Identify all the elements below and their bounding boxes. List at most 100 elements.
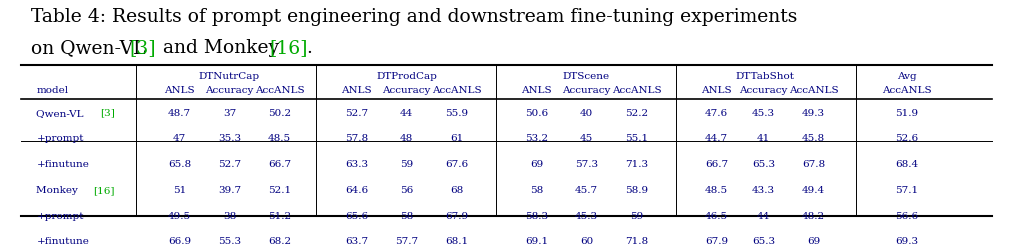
Text: ANLS: ANLS <box>701 86 732 95</box>
Text: 55.1: 55.1 <box>625 135 648 143</box>
Text: 45: 45 <box>580 135 593 143</box>
Text: 58.3: 58.3 <box>525 211 548 220</box>
Text: 68: 68 <box>449 186 463 195</box>
Text: and Monkey: and Monkey <box>158 39 286 57</box>
Text: 67.9: 67.9 <box>444 211 468 220</box>
Text: 61: 61 <box>449 135 463 143</box>
Text: DTScene: DTScene <box>563 72 610 81</box>
Text: AccANLS: AccANLS <box>255 86 304 95</box>
Text: 67.6: 67.6 <box>444 160 468 169</box>
Text: AccANLS: AccANLS <box>431 86 481 95</box>
Text: 69.1: 69.1 <box>525 237 548 245</box>
Text: ANLS: ANLS <box>341 86 372 95</box>
Text: 47: 47 <box>173 135 186 143</box>
Text: model: model <box>36 86 69 95</box>
Text: 44: 44 <box>756 211 770 220</box>
Text: 53.2: 53.2 <box>525 135 548 143</box>
Text: 45.3: 45.3 <box>751 109 775 118</box>
Text: Accuracy: Accuracy <box>563 86 611 95</box>
Text: 65.8: 65.8 <box>168 160 191 169</box>
Text: 52.7: 52.7 <box>218 160 241 169</box>
Text: 57.8: 57.8 <box>344 135 368 143</box>
Text: 40: 40 <box>580 109 593 118</box>
Text: 63.3: 63.3 <box>344 160 368 169</box>
Text: 60: 60 <box>580 237 593 245</box>
Text: Avg: Avg <box>897 72 916 81</box>
Text: 52.2: 52.2 <box>625 109 648 118</box>
Text: 59: 59 <box>630 211 643 220</box>
Text: DTNutrCap: DTNutrCap <box>199 72 260 81</box>
Text: 65.3: 65.3 <box>751 237 775 245</box>
Text: 57.7: 57.7 <box>395 237 418 245</box>
Text: AccANLS: AccANLS <box>882 86 931 95</box>
Text: 56: 56 <box>400 186 413 195</box>
Text: Table 4: Results of prompt engineering and downstream fine-tuning experiments: Table 4: Results of prompt engineering a… <box>31 8 798 26</box>
Text: 44.7: 44.7 <box>705 135 728 143</box>
Text: 48.7: 48.7 <box>168 109 191 118</box>
Text: ANLS: ANLS <box>164 86 195 95</box>
Text: 49.4: 49.4 <box>802 186 825 195</box>
Text: 56.6: 56.6 <box>895 211 918 220</box>
Text: 43.3: 43.3 <box>751 186 775 195</box>
Text: 39.7: 39.7 <box>218 186 241 195</box>
Text: Accuracy: Accuracy <box>205 86 254 95</box>
Text: 44: 44 <box>400 109 413 118</box>
Text: 50.6: 50.6 <box>525 109 548 118</box>
Text: 57.3: 57.3 <box>575 160 598 169</box>
Text: +prompt: +prompt <box>36 135 84 143</box>
Text: Accuracy: Accuracy <box>739 86 788 95</box>
Text: +finutune: +finutune <box>36 160 89 169</box>
Text: 69.3: 69.3 <box>895 237 918 245</box>
Text: 57.1: 57.1 <box>895 186 918 195</box>
Text: DTTabShot: DTTabShot <box>735 72 795 81</box>
Text: [3]: [3] <box>100 109 115 118</box>
Text: 63.7: 63.7 <box>344 237 368 245</box>
Text: 41: 41 <box>756 135 770 143</box>
Text: 71.3: 71.3 <box>625 160 648 169</box>
Text: Accuracy: Accuracy <box>382 86 430 95</box>
Text: 48.2: 48.2 <box>802 211 825 220</box>
Text: 59: 59 <box>400 160 413 169</box>
Text: +finutune: +finutune <box>36 237 89 245</box>
Text: +prompt: +prompt <box>36 211 84 220</box>
Text: 55.3: 55.3 <box>218 237 241 245</box>
Text: [3]: [3] <box>129 39 156 57</box>
Text: 45.8: 45.8 <box>802 135 825 143</box>
Text: 51: 51 <box>173 186 186 195</box>
Text: 38: 38 <box>223 211 236 220</box>
Text: on Qwen-VL: on Qwen-VL <box>31 39 153 57</box>
Text: 58: 58 <box>530 186 543 195</box>
Text: 48.5: 48.5 <box>268 135 291 143</box>
Text: 68.1: 68.1 <box>444 237 468 245</box>
Text: 37: 37 <box>223 109 236 118</box>
Text: 58: 58 <box>400 211 413 220</box>
Text: 67.9: 67.9 <box>705 237 728 245</box>
Text: 66.7: 66.7 <box>705 160 728 169</box>
Text: 46.5: 46.5 <box>705 211 728 220</box>
Text: 51.2: 51.2 <box>268 211 291 220</box>
Text: 35.3: 35.3 <box>218 135 241 143</box>
Text: 65.3: 65.3 <box>751 160 775 169</box>
Text: 68.4: 68.4 <box>895 160 918 169</box>
Text: [16]: [16] <box>93 186 115 195</box>
Text: Qwen-VL: Qwen-VL <box>36 109 87 118</box>
Text: 49.5: 49.5 <box>168 211 191 220</box>
Text: 45.7: 45.7 <box>575 186 598 195</box>
Text: .: . <box>306 39 312 57</box>
Text: 45.3: 45.3 <box>575 211 598 220</box>
Text: 48: 48 <box>400 135 413 143</box>
Text: 67.8: 67.8 <box>802 160 825 169</box>
Text: 50.2: 50.2 <box>268 109 291 118</box>
Text: 58.9: 58.9 <box>625 186 648 195</box>
Text: 66.9: 66.9 <box>168 237 191 245</box>
Text: 71.8: 71.8 <box>625 237 648 245</box>
Text: 69: 69 <box>807 237 820 245</box>
Text: DTProdCap: DTProdCap <box>376 72 437 81</box>
Text: 52.7: 52.7 <box>344 109 368 118</box>
Text: 64.6: 64.6 <box>344 186 368 195</box>
Text: 66.7: 66.7 <box>268 160 291 169</box>
Text: [16]: [16] <box>270 39 308 57</box>
Text: AccANLS: AccANLS <box>612 86 662 95</box>
Text: 52.6: 52.6 <box>895 135 918 143</box>
Text: 47.6: 47.6 <box>705 109 728 118</box>
